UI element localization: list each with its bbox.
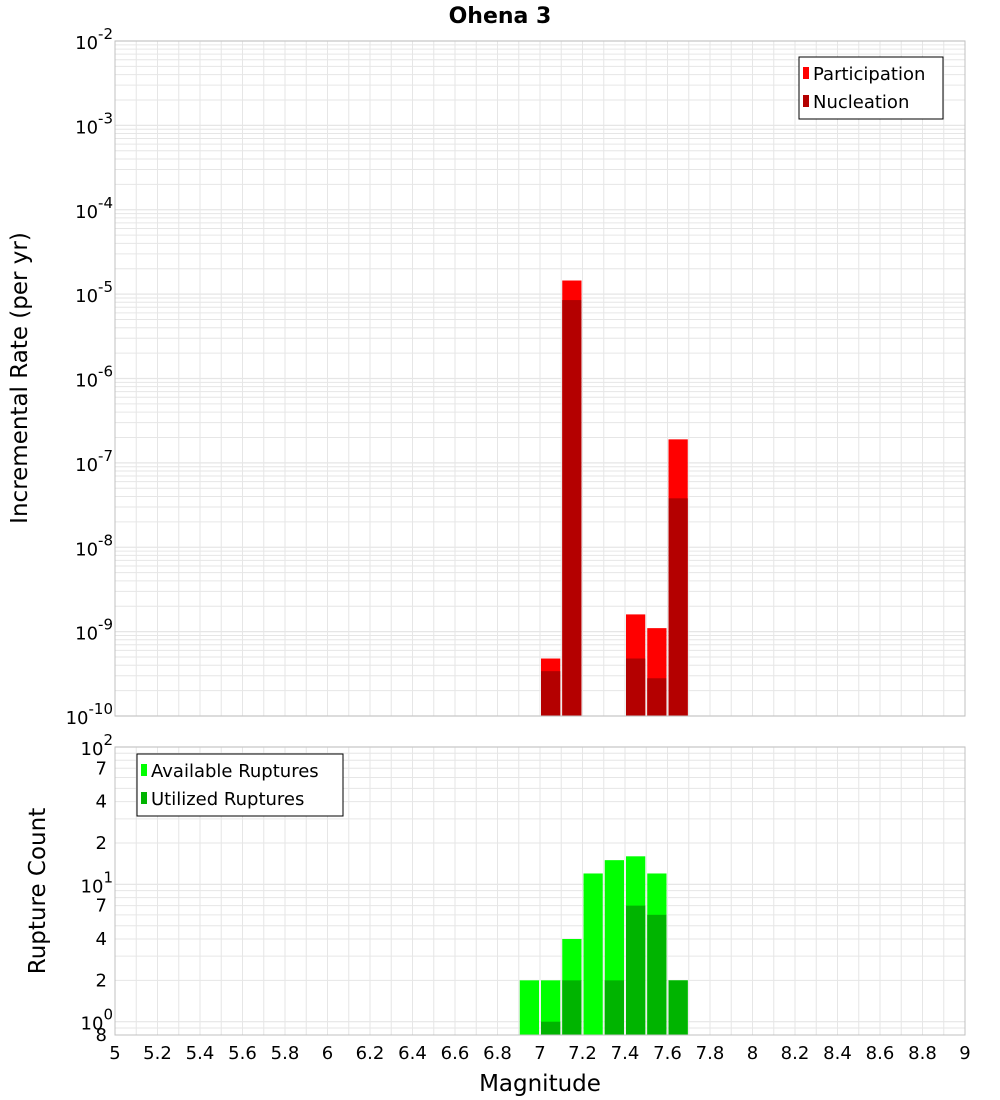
x-tick-labels: 5 5.2 5.4 5.6 5.8 6 6.2 6.4 6.6 6.8 7 7.2 7.4 7.6 7.8 8… xyxy=(109,1043,970,1064)
top-bar-nucleation xyxy=(626,658,646,716)
x-tick-label: 6 xyxy=(322,1043,333,1064)
top-gridlines xyxy=(114,40,966,717)
top-y-tick-label: 10-7 xyxy=(75,447,113,476)
chart-title: Ohena 3 xyxy=(449,4,552,29)
x-tick-label: 5.4 xyxy=(186,1043,215,1064)
bottom-bar-available-ruptures xyxy=(519,980,539,1035)
bottom-legend-swatch xyxy=(141,792,147,804)
x-tick-label: 8.4 xyxy=(823,1043,852,1064)
x-tick-label: 7.4 xyxy=(611,1043,640,1064)
top-legend-swatch xyxy=(803,95,809,107)
top-legend-swatch xyxy=(803,67,809,79)
bottom-y-tick-label-minor: 4 xyxy=(96,792,107,813)
x-axis-label: Magnitude xyxy=(479,1071,601,1097)
x-tick-label: 8.2 xyxy=(781,1043,810,1064)
bottom-y-tick-label-minor: 7 xyxy=(96,896,107,917)
bottom-bar-available-ruptures xyxy=(583,873,603,1035)
bottom-y-tick-label-minor: 7 xyxy=(96,758,107,779)
x-tick-label: 7 xyxy=(534,1043,545,1064)
top-y-tick-label: 10-8 xyxy=(75,531,113,560)
x-tick-label: 6.4 xyxy=(398,1043,427,1064)
bottom-legend-box xyxy=(136,753,344,817)
top-legend-label: Participation xyxy=(813,64,925,85)
bottom-y-axis-label: Rupture Count xyxy=(25,808,51,974)
bottom-bar-utilized-ruptures xyxy=(626,905,646,1035)
x-tick-label: 5.6 xyxy=(228,1043,257,1064)
x-tick-label: 7.2 xyxy=(568,1043,597,1064)
x-tick-label: 5 xyxy=(109,1043,120,1064)
top-y-tick-label: 10-2 xyxy=(75,25,113,54)
bottom-legend-swatch xyxy=(141,764,147,776)
top-y-tick-labels: 10-10 10-9 10-8 10-7 10-6 10-5 10-4 10-3 10-2 xyxy=(66,25,113,729)
top-bar-nucleation xyxy=(647,678,667,716)
x-tick-label: 5.2 xyxy=(143,1043,172,1064)
bottom-bar-utilized-ruptures xyxy=(668,980,688,1035)
bottom-y-tick-label-minor: 2 xyxy=(96,833,107,854)
bottom-y-tick-label-minor: 4 xyxy=(96,929,107,950)
x-tick-label: 6.6 xyxy=(441,1043,470,1064)
bottom-legend-label: Available Ruptures xyxy=(151,761,319,782)
x-tick-label: 6.2 xyxy=(356,1043,385,1064)
x-tick-label: 8 xyxy=(747,1043,758,1064)
bottom-legend: Available Ruptures Utilized Ruptures xyxy=(136,753,344,817)
top-legend-box xyxy=(798,56,944,120)
top-plot-frame xyxy=(114,40,966,717)
top-bar-nucleation xyxy=(668,498,688,716)
bottom-y-tick-label-minor: 8 xyxy=(96,1025,107,1046)
bottom-plot-frame xyxy=(114,746,966,1036)
top-y-tick-label: 10-6 xyxy=(75,363,113,392)
bottom-bars xyxy=(519,856,688,1035)
bottom-y-tick-label-minor: 2 xyxy=(96,970,107,991)
bottom-y-tick-label-major: 102 xyxy=(81,731,113,760)
x-tick-label: 6.8 xyxy=(483,1043,512,1064)
top-bars xyxy=(541,280,688,716)
top-legend: Participation Nucleation xyxy=(798,56,944,120)
top-y-tick-label: 10-3 xyxy=(75,109,113,138)
bottom-y-tick-label-major: 100 xyxy=(81,1006,113,1035)
x-tick-label: 8.6 xyxy=(866,1043,895,1064)
bottom-bar-available-ruptures xyxy=(541,980,561,1035)
x-tick-label: 9 xyxy=(959,1043,970,1064)
top-y-tick-label: 10-5 xyxy=(75,278,113,307)
top-y-tick-label: 10-9 xyxy=(75,616,113,645)
x-tick-label: 8.8 xyxy=(908,1043,937,1064)
top-y-tick-label: 10-4 xyxy=(75,194,113,223)
top-y-tick-label: 10-10 xyxy=(66,700,113,729)
x-tick-label: 5.8 xyxy=(271,1043,300,1064)
bottom-bar-utilized-ruptures xyxy=(647,914,667,1035)
top-bar-nucleation xyxy=(541,671,561,716)
bottom-bar-utilized-ruptures xyxy=(604,980,624,1035)
bottom-bar-utilized-ruptures xyxy=(541,1021,561,1035)
top-bar-nucleation xyxy=(562,300,582,716)
bottom-y-tick-label-major: 101 xyxy=(81,868,113,897)
top-legend-label: Nucleation xyxy=(813,92,909,113)
x-tick-label: 7.6 xyxy=(653,1043,682,1064)
bottom-legend-label: Utilized Ruptures xyxy=(151,789,304,810)
bottom-bar-utilized-ruptures xyxy=(562,980,582,1035)
top-y-axis-label: Incremental Rate (per yr) xyxy=(7,232,33,524)
x-tick-label: 7.8 xyxy=(696,1043,725,1064)
